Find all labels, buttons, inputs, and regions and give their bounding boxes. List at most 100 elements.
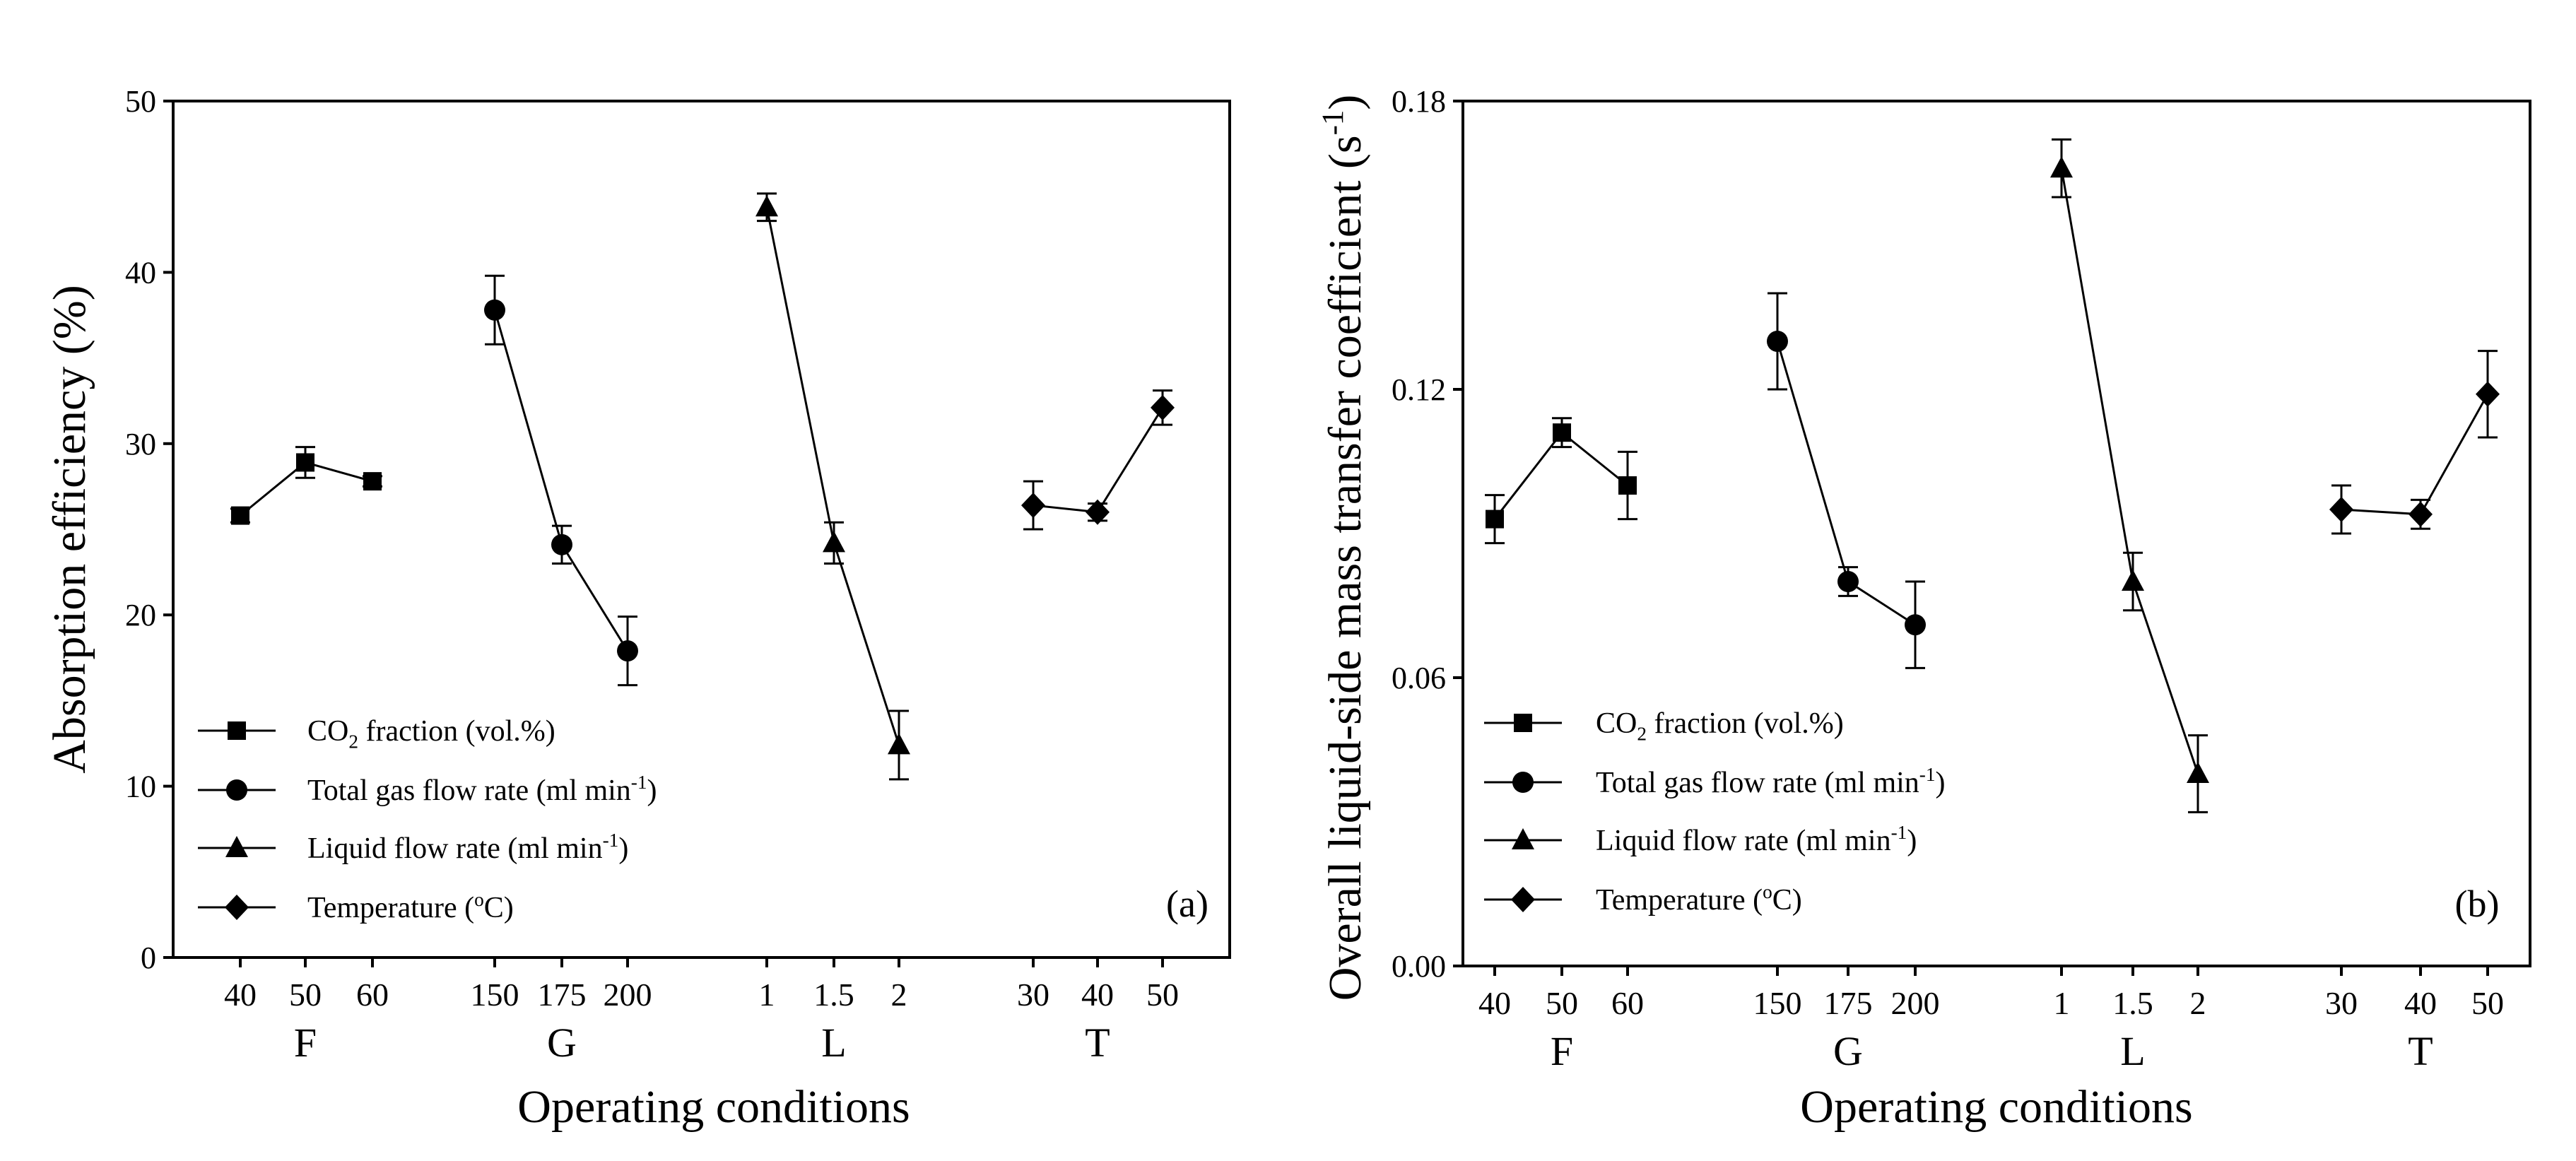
y-tick-label: 10 (125, 770, 156, 804)
legend-marker (1512, 828, 1534, 849)
x-tick-label: 1 (2054, 985, 2070, 1021)
legend-marker (1512, 772, 1534, 793)
data-point (1021, 493, 1045, 519)
y-tick-label: 0.12 (1392, 372, 1446, 407)
x-tick-label: 50 (1546, 985, 1578, 1021)
data-point (2187, 762, 2209, 783)
panel-b: 0.00 0.06 0.12 0.18 40 50 60 F 150 175 200 G 1 1.5 2 L 3… (1317, 84, 2531, 1133)
data-point (2122, 570, 2144, 591)
x-tick-label: 2 (891, 977, 907, 1013)
series-square (230, 446, 382, 525)
x-tick-label: 175 (1824, 985, 1873, 1021)
data-point (1151, 394, 1175, 420)
series-triangle (755, 192, 910, 781)
data-point (296, 453, 314, 472)
group-label: T (1085, 1020, 1110, 1066)
legend-label: CO2 fraction (vol.%) (307, 715, 555, 753)
legend-marker (226, 779, 247, 801)
series-line (1033, 407, 1164, 514)
legend-entry: Temperature (oC) (198, 889, 514, 924)
series-diamond (2329, 350, 2500, 535)
series-circle (1767, 292, 1926, 669)
series-line (2341, 394, 2489, 516)
x-tick-label: 40 (2404, 985, 2437, 1021)
legend-marker (225, 836, 248, 857)
x-axis-title: Operating conditions (517, 1081, 910, 1133)
legend-marker (1511, 887, 1535, 912)
x-tick-label: 200 (1891, 985, 1940, 1021)
y-tick-label: 0.06 (1392, 661, 1446, 695)
y-axis-title: Overall liquid-side mass transfer coeffi… (1317, 95, 1371, 1001)
group-label: G (1833, 1028, 1863, 1074)
legend-entry: Total gas flow rate (ml min-1) (1484, 764, 1946, 799)
x-tick-label: 150 (471, 977, 519, 1013)
y-tick-label: 0.18 (1392, 84, 1446, 119)
data-point (1486, 509, 1504, 529)
panel-label: (b) (2455, 883, 2500, 925)
data-point (2476, 381, 2500, 407)
data-point (1618, 476, 1637, 495)
legend-entry: Liquid flow rate (ml min-1) (198, 830, 628, 865)
x-tick-label: 30 (1017, 977, 1049, 1013)
group-label: G (547, 1020, 577, 1066)
data-point (231, 506, 249, 525)
series-triangle (2050, 138, 2209, 813)
data-point (484, 299, 505, 321)
x-tick-label: 175 (538, 977, 587, 1013)
y-tick-label: 0.00 (1392, 949, 1446, 984)
legend-entry: Total gas flow rate (ml min-1) (198, 772, 657, 807)
legend-entry: CO2 fraction (vol.%) (198, 715, 555, 753)
series-diamond (1021, 389, 1175, 531)
x-tick-label: 40 (1478, 985, 1511, 1021)
group-label: L (821, 1020, 846, 1066)
x-tick-label: 50 (289, 977, 322, 1013)
legend-label: CO2 fraction (vol.%) (1596, 707, 1844, 745)
series-line (2060, 167, 2199, 774)
y-tick-label: 0 (141, 941, 156, 975)
x-tick-label: 60 (356, 977, 389, 1013)
group-label: T (2408, 1028, 2433, 1074)
panel-a: 0 10 20 30 40 50 40 50 60 F 150 175 200 G 1 1.5 2 L 30 40 50… (44, 84, 1231, 1133)
x-tick-label: 150 (1753, 985, 1802, 1021)
group-label: F (294, 1020, 317, 1066)
legend-marker (225, 895, 249, 920)
y-tick-label: 30 (125, 427, 156, 461)
legend-label: Liquid flow rate (ml min-1) (1596, 822, 1917, 857)
y-tick-label: 40 (125, 255, 156, 290)
x-tick-label: 40 (224, 977, 257, 1013)
legend-label: Total gas flow rate (ml min-1) (307, 772, 657, 807)
x-tick-label: 1 (759, 977, 775, 1013)
legend-label: Total gas flow rate (ml min-1) (1596, 764, 1946, 799)
data-point (1905, 614, 1926, 636)
series-line (493, 310, 629, 652)
series-line (765, 206, 900, 745)
panel-label: (a) (1166, 883, 1208, 925)
group-label: F (1551, 1028, 1573, 1074)
data-point (2329, 497, 2353, 522)
data-point (1767, 331, 1788, 352)
group-label: L (2120, 1028, 2145, 1074)
x-tick-label: 30 (2325, 985, 2358, 1021)
y-tick-label: 50 (125, 84, 156, 119)
legend-label: Temperature (oC) (307, 889, 514, 924)
series-square (1485, 417, 1637, 545)
data-point (1086, 499, 1110, 525)
data-point (2050, 156, 2073, 178)
x-tick-label: 1.5 (2112, 985, 2153, 1021)
x-tick-label: 50 (1146, 977, 1179, 1013)
data-point (2409, 501, 2433, 527)
plot-frame (172, 100, 1231, 959)
data-point (823, 531, 845, 553)
x-tick-label: 50 (2471, 985, 2504, 1021)
x-tick-label: 200 (604, 977, 652, 1013)
legend-marker (228, 721, 246, 740)
legend-marker (1514, 714, 1532, 732)
data-point (888, 733, 910, 755)
data-point (363, 472, 382, 491)
data-point (755, 195, 778, 217)
data-point (1837, 571, 1859, 592)
y-tick-label: 20 (125, 598, 156, 632)
legend-entry: CO2 fraction (vol.%) (1484, 707, 1844, 745)
data-point (1553, 423, 1571, 442)
